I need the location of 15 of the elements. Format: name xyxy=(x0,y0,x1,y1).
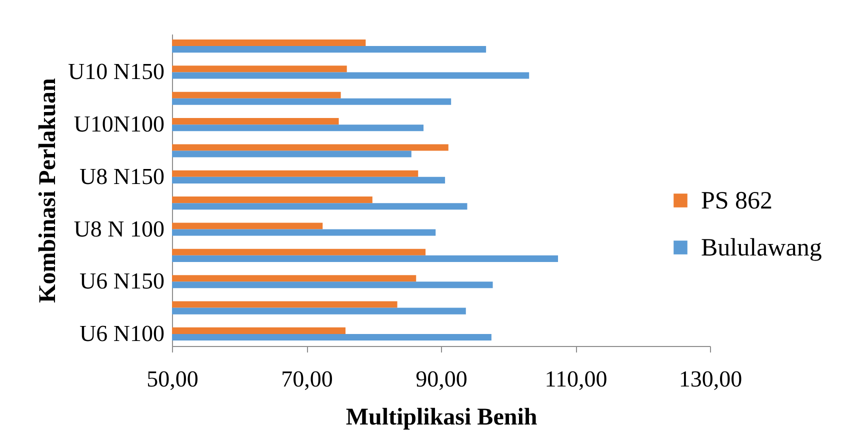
y-axis-title: Kombinasi Perlakuan xyxy=(35,78,62,303)
y-tick-label: U10 N150 xyxy=(68,59,164,84)
x-tick-label: 50,00 xyxy=(146,366,198,392)
y-tick-label: U8 N150 xyxy=(80,164,164,189)
y-tick-label: U6 N100 xyxy=(80,320,164,346)
x-tick-label: 130,00 xyxy=(678,366,742,392)
x-tick-label: 90,00 xyxy=(416,366,468,392)
y-tick-label: U8 N 100 xyxy=(74,216,164,242)
x-tick-label: 110,00 xyxy=(544,366,608,392)
y-tick-label: U6 N150 xyxy=(80,268,164,294)
x-tick-label: 70,00 xyxy=(281,366,333,392)
x-axis-title: Multiplikasi Benih xyxy=(346,404,538,430)
y-tick-label: U10N100 xyxy=(74,112,164,137)
legend-label: PS 862 xyxy=(701,188,773,214)
legend-label: Bululawang xyxy=(701,234,822,262)
